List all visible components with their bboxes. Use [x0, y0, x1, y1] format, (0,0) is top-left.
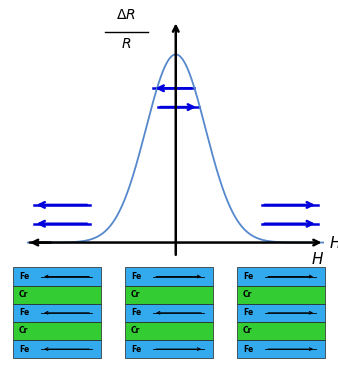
Text: $H$: $H$	[311, 251, 324, 268]
Text: Fe: Fe	[19, 308, 29, 317]
Bar	[237, 322, 325, 340]
Bar	[13, 286, 101, 304]
Text: Cr: Cr	[243, 290, 252, 299]
Text: Fe: Fe	[19, 272, 29, 281]
Bar	[13, 340, 101, 358]
Text: $R$: $R$	[121, 38, 131, 52]
Text: Fe: Fe	[19, 344, 29, 354]
Bar	[13, 322, 101, 340]
Bar	[125, 268, 213, 286]
Text: Cr: Cr	[131, 326, 140, 336]
Bar	[13, 304, 101, 322]
Text: Fe: Fe	[243, 272, 253, 281]
Text: Fe: Fe	[243, 308, 253, 317]
Bar	[237, 304, 325, 322]
Bar	[237, 340, 325, 358]
Bar	[237, 268, 325, 286]
Text: Cr: Cr	[19, 326, 28, 336]
Text: Cr: Cr	[131, 290, 140, 299]
Text: Fe: Fe	[131, 344, 141, 354]
Bar	[237, 286, 325, 304]
Bar	[125, 340, 213, 358]
Text: Fe: Fe	[131, 272, 141, 281]
Bar	[125, 286, 213, 304]
Text: $H$: $H$	[330, 236, 338, 251]
Bar	[125, 322, 213, 340]
Text: Cr: Cr	[243, 326, 252, 336]
Bar	[13, 268, 101, 286]
Text: $\Delta R$: $\Delta R$	[116, 8, 136, 22]
Text: Fe: Fe	[243, 344, 253, 354]
Text: Cr: Cr	[19, 290, 28, 299]
Bar	[125, 304, 213, 322]
Text: Fe: Fe	[131, 308, 141, 317]
